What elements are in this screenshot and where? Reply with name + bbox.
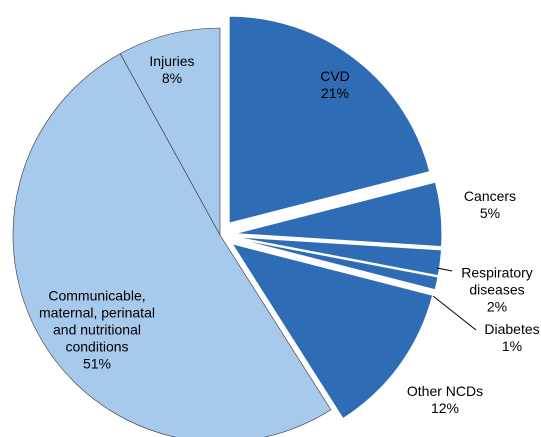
- category-label: Other NCDs: [406, 383, 484, 399]
- category-label: Respiratory diseases: [461, 264, 533, 298]
- category-label: Communicable, maternal, perinatal and nu…: [39, 287, 155, 355]
- category-label: Cancers: [463, 188, 517, 204]
- leader-line: [436, 267, 453, 272]
- slice-label: Injuries 8%: [132, 53, 212, 87]
- value-label: 8%: [161, 70, 183, 86]
- leader-line: [432, 295, 477, 331]
- slice-label: CVD 21%: [295, 68, 375, 102]
- value-label: 21%: [320, 85, 350, 101]
- value-label: 5%: [479, 205, 501, 221]
- pie-slice: [234, 236, 443, 277]
- category-label: Diabetes: [484, 321, 540, 337]
- pie-slice: [12, 53, 332, 437]
- value-label: 1%: [501, 338, 523, 354]
- pie-slice: [228, 15, 431, 224]
- pie-slice: [234, 237, 439, 291]
- slice-label: Other NCDs 12%: [395, 383, 495, 417]
- value-label: 51%: [82, 355, 112, 372]
- slice-label: Cancers 5%: [445, 188, 535, 222]
- slice-label: Diabetes 1%: [472, 321, 541, 355]
- pie-slice: [231, 243, 434, 420]
- pie-slice: [234, 181, 443, 248]
- slice-label: Respiratory diseases 2%: [447, 265, 541, 316]
- value-label: 12%: [430, 400, 460, 416]
- value-label: 2%: [486, 298, 508, 315]
- category-label: Injuries: [149, 53, 195, 69]
- pie-slice: [119, 27, 221, 236]
- slice-label: Communicable, maternal, perinatal and nu…: [27, 288, 167, 373]
- category-label: CVD: [320, 68, 350, 84]
